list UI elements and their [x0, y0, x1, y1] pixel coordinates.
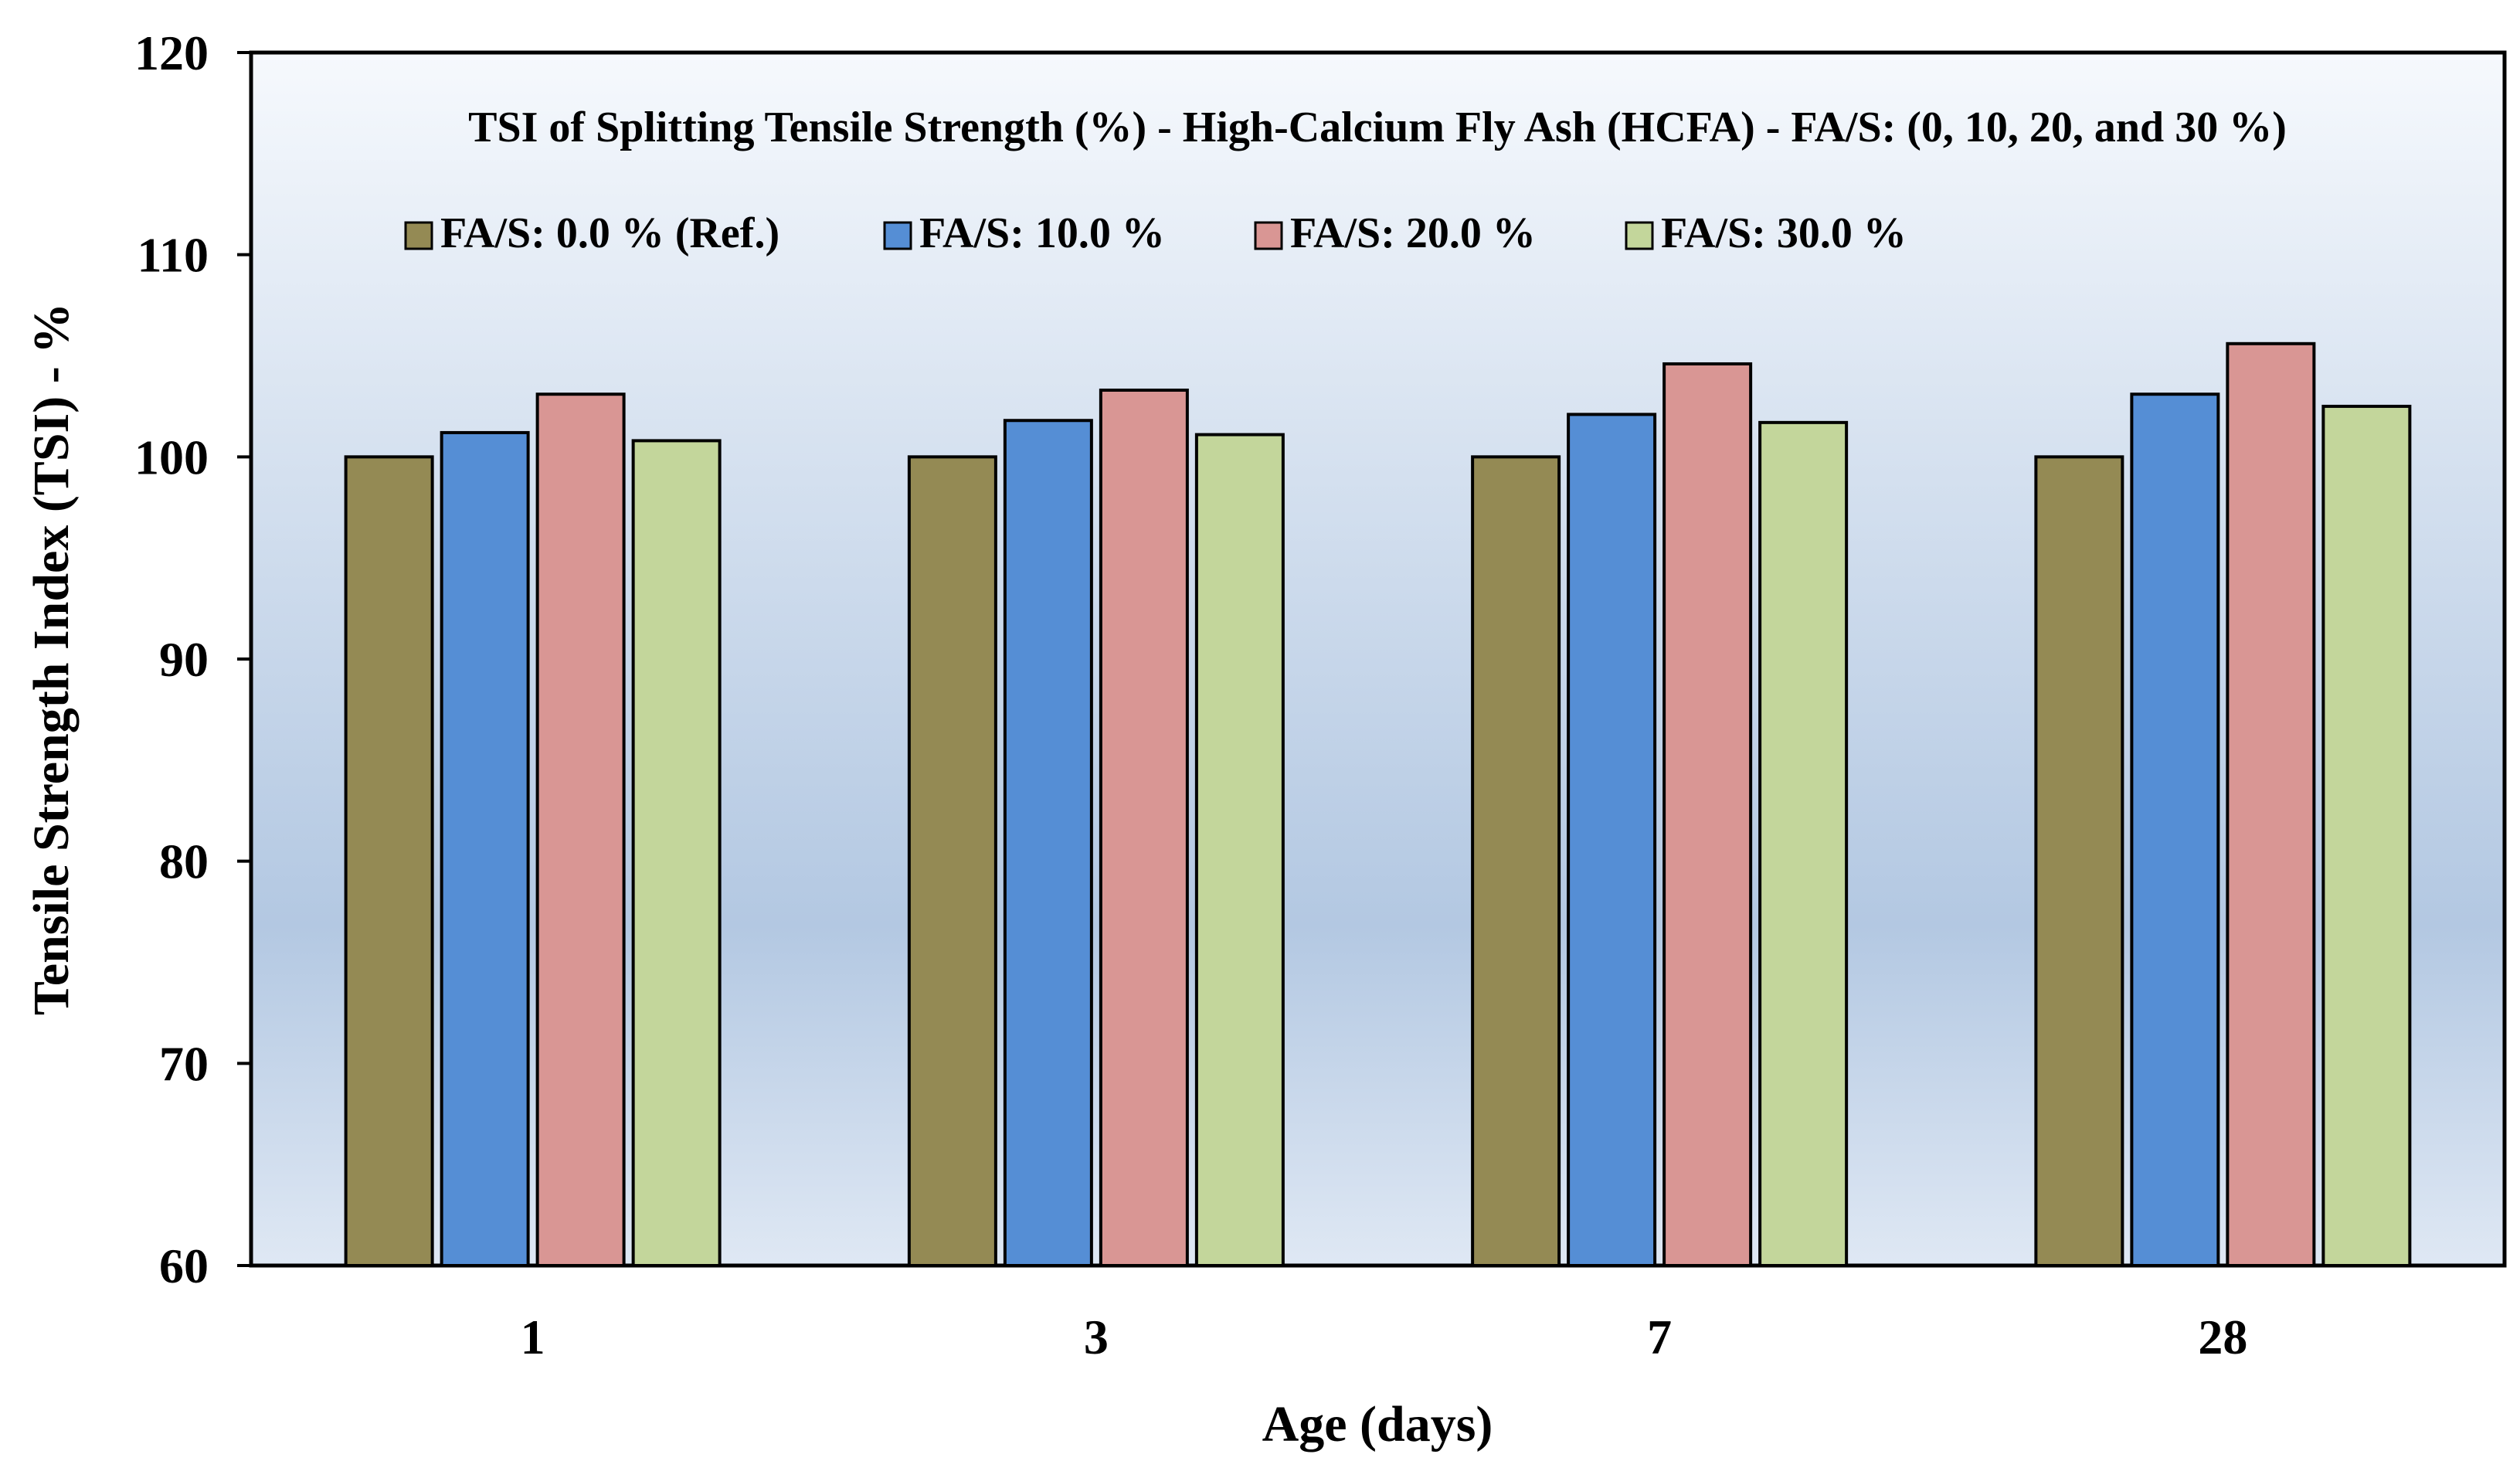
legend: FA/S: 0.0 % (Ref.) FA/S: 10.0 % FA/S: 20.0…: [404, 209, 1907, 257]
x-axis-label: Age (days): [1262, 1396, 1493, 1453]
legend-swatch-1: [883, 221, 912, 250]
y-axis-label: Tensile Strength Index (TSI) - %: [23, 303, 80, 1015]
bar-28-series-0: [2034, 455, 2124, 1267]
bar-3-series-0: [907, 455, 997, 1267]
plot-area: [249, 50, 2507, 1268]
y-tick-label: 100: [134, 430, 209, 484]
bar-7-series-3: [1758, 420, 1849, 1267]
legend-swatch-3: [1625, 221, 1654, 250]
y-tick-label: 80: [159, 834, 209, 889]
legend-label-0: FA/S: 0.0 % (Ref.): [440, 209, 779, 257]
y-tick-label: 90: [159, 632, 209, 687]
bar-7-series-0: [1471, 455, 1561, 1267]
x-tick-label: 3: [1084, 1310, 1109, 1364]
bar-1-series-0: [344, 455, 434, 1267]
legend-label-3: FA/S: 30.0 %: [1661, 209, 1907, 257]
bars: [344, 341, 2412, 1268]
x-tick-label: 1: [521, 1310, 545, 1364]
y-tick-label: 60: [159, 1238, 209, 1293]
x-axis-ticks: 1 3 7 28: [521, 1310, 2248, 1364]
y-tick-label: 110: [138, 228, 209, 283]
bar-1-series-3: [631, 439, 722, 1267]
bar-7-series-2: [1662, 362, 1753, 1267]
x-tick-label: 7: [1647, 1310, 1672, 1364]
x-tick-label: 28: [2198, 1310, 2247, 1364]
legend-swatch-2: [1254, 221, 1283, 250]
bar-28-series-2: [2226, 341, 2316, 1267]
bar-28-series-3: [2321, 404, 2412, 1268]
bar-3-series-3: [1194, 433, 1285, 1267]
bar-1-series-1: [440, 430, 530, 1267]
bar-28-series-1: [2130, 392, 2220, 1267]
y-axis-ticks: 60 70 80 90 100 110 120: [134, 25, 251, 1293]
chart-title: TSI of Splitting Tensile Strength (%) - …: [468, 104, 2287, 151]
y-tick-label: 120: [134, 25, 209, 80]
bar-3-series-2: [1099, 388, 1189, 1268]
legend-swatch-0: [404, 221, 433, 250]
y-tick-label: 70: [159, 1036, 209, 1091]
bar-1-series-2: [535, 392, 626, 1267]
bar-7-series-1: [1567, 413, 1657, 1268]
legend-label-2: FA/S: 20.0 %: [1290, 209, 1536, 257]
legend-label-1: FA/S: 10.0 %: [919, 209, 1165, 257]
bar-3-series-1: [1003, 419, 1093, 1268]
